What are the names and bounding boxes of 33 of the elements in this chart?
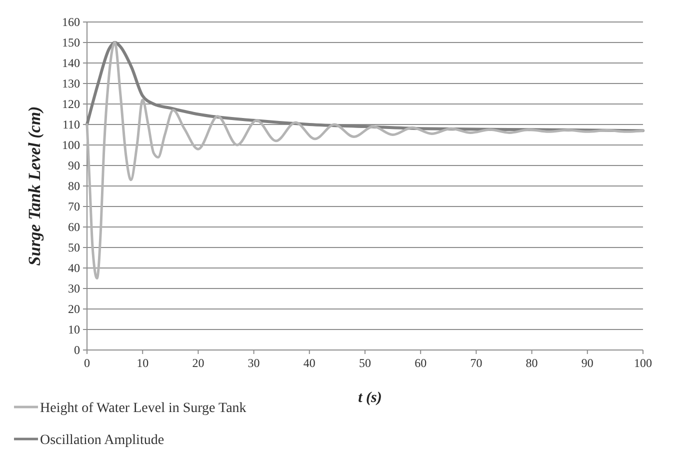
x-tick-label: 90 (581, 356, 594, 370)
y-tick-label: 50 (68, 240, 80, 255)
y-tick-label: 80 (68, 179, 80, 194)
y-tick-label: 120 (62, 97, 80, 112)
y-tick-label: 70 (68, 200, 80, 214)
y-tick-label: 20 (68, 302, 80, 316)
y-tick-label: 150 (62, 36, 80, 50)
y-tick-label: 0 (74, 343, 80, 358)
y-tick-label: 110 (62, 118, 80, 132)
y-axis-title: Surge Tank Level (cm) (25, 106, 44, 266)
y-tick-label: 130 (62, 76, 80, 91)
y-tick-label: 40 (68, 261, 80, 276)
y-tick-label: 30 (68, 282, 80, 296)
x-tick-label: 0 (84, 356, 90, 370)
x-tick-label: 60 (414, 356, 427, 370)
legend-label: Height of Water Level in Surge Tank (40, 400, 246, 416)
y-tick-label: 60 (68, 220, 80, 234)
x-tick-label: 40 (303, 356, 316, 370)
y-tick-label: 140 (62, 56, 80, 70)
y-tick-label: 10 (68, 322, 80, 337)
x-tick-label: 50 (359, 356, 371, 370)
x-tick-label: 80 (526, 356, 538, 370)
legend-label: Oscillation Amplitude (40, 432, 164, 448)
x-tick-label: 100 (634, 356, 652, 370)
x-tick-label: 20 (192, 356, 204, 370)
y-tick-label: 100 (62, 138, 80, 152)
line-series (86, 41, 644, 280)
x-tick-label: 10 (136, 356, 149, 370)
x-tick-label: 30 (248, 356, 260, 370)
x-tick-label: 70 (470, 356, 482, 370)
y-tick-label: 160 (62, 15, 80, 30)
x-axis-title: t (s) (358, 390, 382, 406)
y-tick-label: 90 (68, 158, 80, 173)
